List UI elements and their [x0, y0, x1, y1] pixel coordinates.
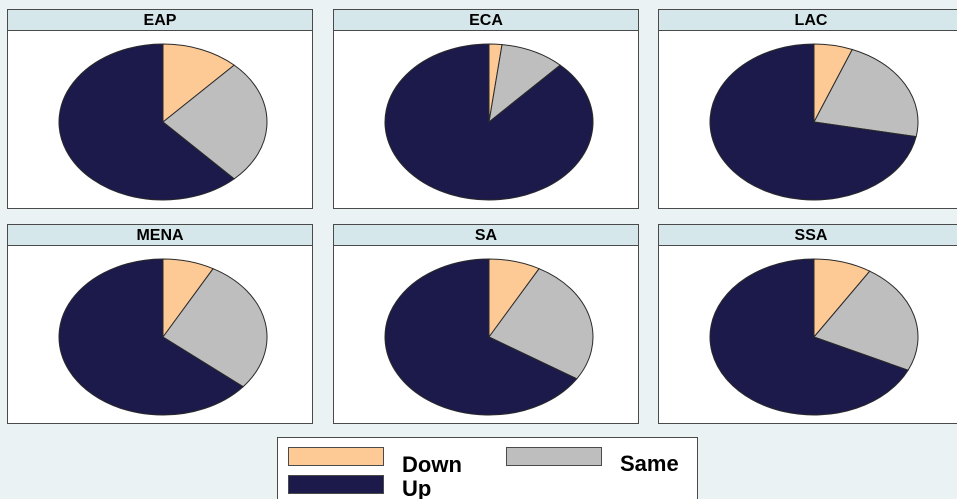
pie-panel-lac: LAC [658, 9, 957, 209]
pie-slice-up [709, 258, 909, 416]
pie-slice-same [162, 64, 268, 180]
pie-slice-same [813, 270, 919, 371]
pie-slice-same [488, 268, 594, 380]
legend-swatch-same [506, 447, 602, 466]
pie-slice-up [58, 258, 244, 416]
pie-slice-up [384, 43, 594, 201]
pie-chart [58, 258, 268, 416]
panel-title: MENA [8, 225, 312, 246]
pie-chart [709, 258, 919, 416]
panel-title: SSA [659, 225, 957, 246]
pie-slice-up [709, 43, 917, 201]
pie-slice-same [162, 268, 268, 388]
legend-swatch-down [288, 447, 384, 466]
panel-title: EAP [8, 10, 312, 31]
pie-slice-down [162, 43, 236, 124]
pie-slice-up [384, 258, 578, 416]
pie-chart [384, 258, 594, 416]
panel-title: LAC [659, 10, 957, 31]
pie-panel-mena: MENA [7, 224, 313, 424]
panel-title: SA [334, 225, 638, 246]
pie-slice-up [58, 43, 236, 201]
pie-panel-eca: ECA [333, 9, 639, 209]
panel-title: ECA [334, 10, 638, 31]
pie-panel-sa: SA [333, 224, 639, 424]
pie-slice-same [813, 48, 919, 138]
legend-swatch-up [288, 475, 384, 494]
pie-panel-ssa: SSA [658, 224, 957, 424]
pie-chart [384, 43, 594, 201]
legend-label-same: Same [620, 451, 679, 476]
pie-panel-eap: EAP [7, 9, 313, 209]
legend-label-up: Up [402, 476, 432, 499]
pie-chart [58, 43, 268, 201]
pie-chart [709, 43, 919, 201]
legend-label-down: Down [402, 452, 462, 477]
chart-legend: Down Same Up [277, 437, 698, 499]
